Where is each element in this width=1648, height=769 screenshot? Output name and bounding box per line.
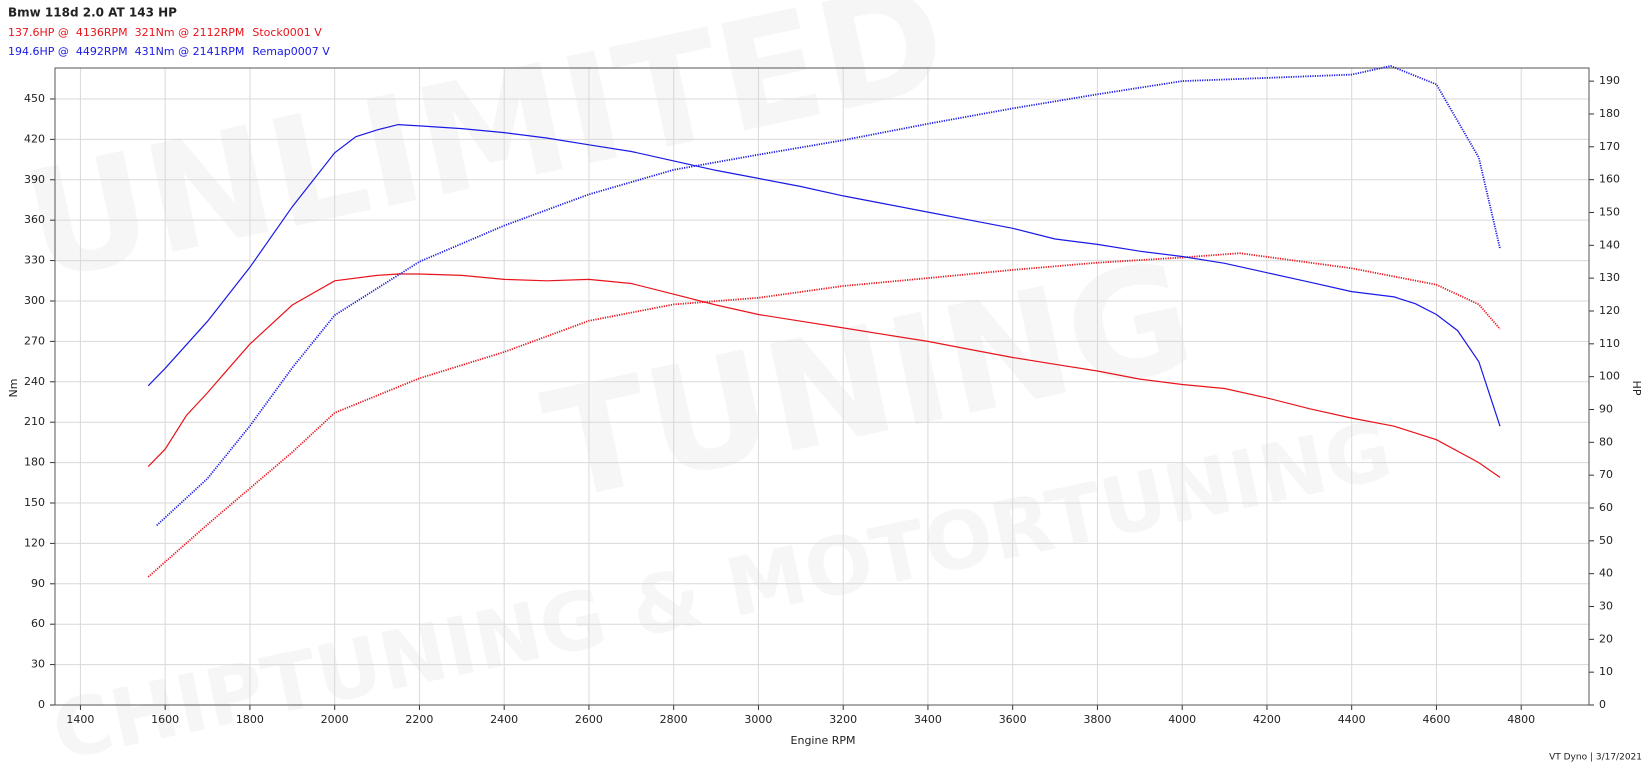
chart-title: Bmw 118d 2.0 AT 143 HP (8, 6, 177, 20)
x-tick-label: 2800 (660, 713, 688, 726)
watermark: UNLIMITED TUNING CHIPTUNING & MOTORTUNIN… (11, 0, 1399, 769)
torque-line (147, 123, 1501, 427)
x-tick-label: 2600 (575, 713, 603, 726)
legend-name: Stock0001 V (252, 26, 322, 39)
y-tick-label: 300 (24, 294, 45, 307)
y2-tick-label: 10 (1599, 665, 1613, 678)
legend-summary: 137.6HP @ 4136RPM 321Nm @ 2112RPM (8, 26, 244, 39)
y2-tick-label: 140 (1599, 238, 1620, 251)
y-tick-label: 360 (24, 213, 45, 226)
x-tick-label: 3800 (1083, 713, 1111, 726)
y-axis-label: Nm (7, 379, 20, 398)
x-tick-label: 2400 (490, 713, 518, 726)
y2-tick-label: 60 (1599, 501, 1613, 514)
y-tick-label: 0 (38, 698, 45, 711)
x-tick-label: 2200 (405, 713, 433, 726)
footer: VT Dyno | 3/17/2021 (1549, 753, 1642, 763)
x-tick-label: 4000 (1168, 713, 1196, 726)
y2-tick-label: 170 (1599, 140, 1620, 153)
x-tick-label: 1800 (236, 713, 264, 726)
y2-tick-label: 30 (1599, 599, 1613, 612)
y2-tick-label: 80 (1599, 435, 1613, 448)
torque-line (147, 273, 1501, 478)
x-axis-label: Engine RPM (791, 734, 856, 747)
y2-axis-label: HP (1630, 381, 1643, 396)
y2-tick-label: 40 (1599, 567, 1613, 580)
legend-name: Remap0007 V (252, 45, 330, 58)
x-tick-label: 4600 (1422, 713, 1450, 726)
x-tick-label: 3000 (744, 713, 772, 726)
x-tick-label: 1400 (66, 713, 94, 726)
y2-tick-label: 150 (1599, 205, 1620, 218)
y2-tick-label: 180 (1599, 107, 1620, 120)
y-tick-label: 120 (24, 536, 45, 549)
y-tick-label: 240 (24, 375, 45, 388)
x-tick-label: 1600 (151, 713, 179, 726)
y2-tick-label: 20 (1599, 632, 1613, 645)
y-tick-label: 330 (24, 254, 45, 267)
y-tick-label: 90 (31, 577, 45, 590)
power-line (156, 65, 1501, 527)
y2-tick-label: 0 (1599, 698, 1606, 711)
x-tick-label: 4400 (1338, 713, 1366, 726)
y2-tick-label: 50 (1599, 534, 1613, 547)
y2-tick-label: 70 (1599, 468, 1613, 481)
plot-frame (54, 67, 1590, 706)
y2-tick-label: 130 (1599, 271, 1620, 284)
y2-tick-label: 90 (1599, 402, 1613, 415)
power-line (147, 252, 1501, 578)
y-tick-label: 150 (24, 496, 45, 509)
y-tick-label: 180 (24, 456, 45, 469)
x-tick-label: 4200 (1253, 713, 1281, 726)
y-tick-label: 210 (24, 415, 45, 428)
y-tick-label: 390 (24, 173, 45, 186)
y2-tick-label: 100 (1599, 370, 1620, 383)
x-tick-label: 3400 (914, 713, 942, 726)
y-tick-label: 420 (24, 132, 45, 145)
legend-summary: 194.6HP @ 4492RPM 431Nm @ 2141RPM (8, 45, 244, 58)
x-tick-label: 4800 (1507, 713, 1535, 726)
x-tick-label: 3600 (999, 713, 1027, 726)
y-tick-label: 30 (31, 658, 45, 671)
y2-tick-label: 120 (1599, 304, 1620, 317)
x-tick-label: 2000 (321, 713, 349, 726)
x-tick-label: 3200 (829, 713, 857, 726)
y-tick-label: 450 (24, 92, 45, 105)
y-tick-label: 270 (24, 334, 45, 347)
y2-tick-label: 190 (1599, 74, 1620, 87)
y2-tick-label: 110 (1599, 337, 1620, 350)
y2-tick-label: 160 (1599, 173, 1620, 186)
y-tick-label: 60 (31, 617, 45, 630)
